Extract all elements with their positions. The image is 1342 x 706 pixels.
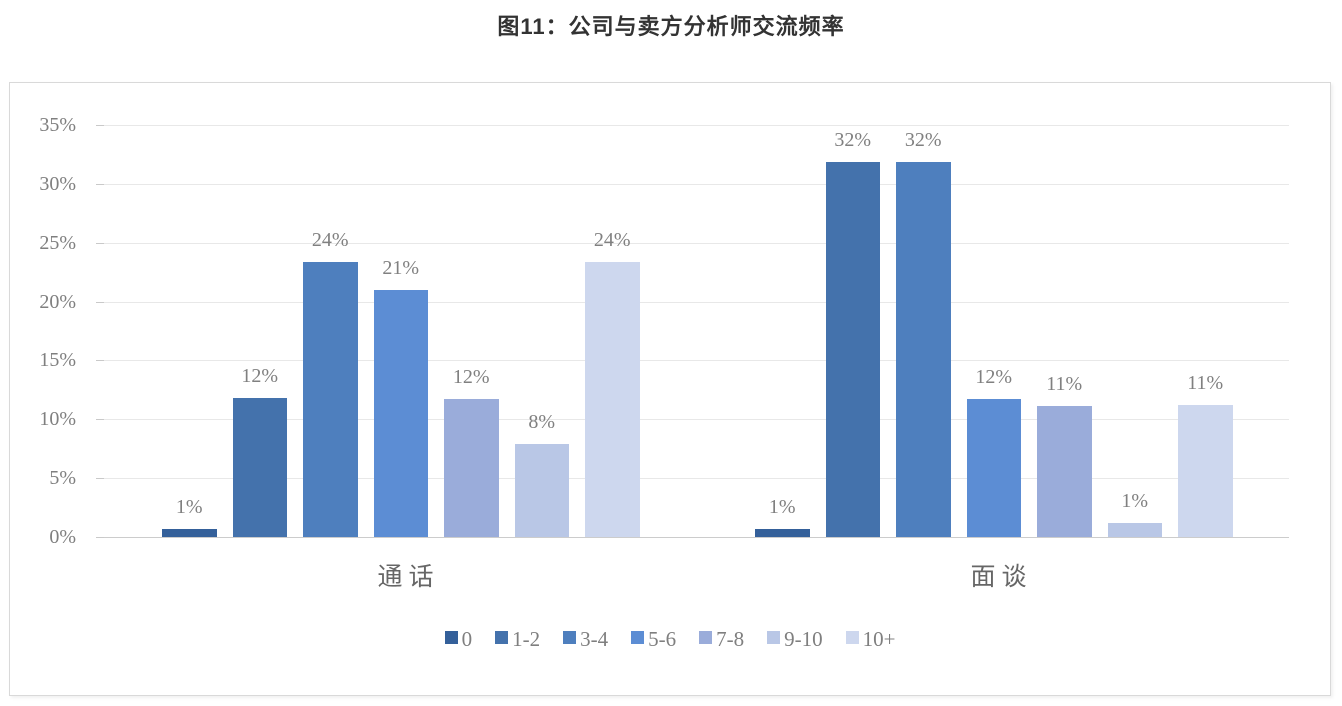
legend-swatch-icon bbox=[495, 630, 509, 644]
chart-title: 图11：公司与卖方分析师交流频率 bbox=[497, 14, 845, 39]
y-axis-label: 25% bbox=[39, 231, 76, 254]
y-axis-label: 20% bbox=[39, 290, 76, 313]
gridline-30% bbox=[104, 183, 1289, 185]
bar-value-label: 21% bbox=[382, 256, 420, 279]
legend-label: 5-6 bbox=[648, 627, 677, 651]
bar-7-8-通话 bbox=[444, 399, 499, 537]
bar-value-label: 11% bbox=[1046, 373, 1083, 396]
bar-value-label: 1% bbox=[768, 495, 796, 518]
bar-value-label: 24% bbox=[311, 228, 349, 251]
gridline-25% bbox=[104, 242, 1289, 244]
bar-value-label: 12% bbox=[452, 366, 490, 389]
gridline-35% bbox=[104, 125, 1289, 127]
y-axis-label: 15% bbox=[39, 349, 76, 372]
legend-item-7-8: 7-8 bbox=[699, 627, 744, 651]
bar-value-label: 11% bbox=[1187, 372, 1224, 395]
legend-label: 9-10 bbox=[784, 627, 823, 651]
legend-swatch-icon bbox=[699, 630, 713, 644]
bar-1-2-面谈 bbox=[825, 161, 880, 537]
bar-3-4-通话 bbox=[303, 261, 358, 537]
bar-1-2-通话 bbox=[232, 398, 287, 537]
legend-label: 0 bbox=[461, 627, 473, 651]
bar-5-6-通话 bbox=[373, 289, 428, 537]
chart-panel: 0% 5% 10% 15% 20% 25% 30% 35% 1% 12% 24% 21% 12% 8% 24… bbox=[9, 82, 1331, 696]
bar-value-label: 12% bbox=[975, 366, 1013, 389]
legend-swatch-icon bbox=[444, 630, 458, 644]
bar-value-label: 12% bbox=[241, 365, 279, 388]
bar-value-label: 1% bbox=[1121, 489, 1149, 512]
bar-value-label: 32% bbox=[904, 128, 942, 151]
y-axis-label: 5% bbox=[49, 467, 76, 490]
gridline-5% bbox=[104, 478, 1289, 480]
legend-item-10+: 10+ bbox=[845, 627, 896, 651]
gridline-10% bbox=[104, 419, 1289, 421]
bar-9-10-面谈 bbox=[1107, 522, 1162, 537]
bar-3-4-面谈 bbox=[896, 161, 951, 537]
legend-item-0: 0 bbox=[444, 627, 473, 651]
legend-label: 1-2 bbox=[512, 627, 541, 651]
bar-value-label: 24% bbox=[593, 228, 631, 251]
bar-0-通话 bbox=[162, 528, 217, 537]
y-axis-tick bbox=[96, 537, 104, 538]
bar-value-label: 8% bbox=[528, 411, 556, 434]
y-axis-tick bbox=[96, 360, 104, 362]
legend-item-1-2: 1-2 bbox=[495, 627, 540, 651]
legend-swatch-icon bbox=[845, 630, 859, 644]
y-axis-label: 10% bbox=[39, 408, 76, 431]
legend: 0 1-2 3-4 5-6 7-8 9-10 10+ bbox=[10, 627, 1330, 651]
bar-5-6-面谈 bbox=[966, 399, 1021, 537]
legend-label: 10+ bbox=[862, 627, 896, 651]
y-axis-tick bbox=[96, 478, 104, 480]
legend-swatch-icon bbox=[767, 630, 781, 644]
bar-7-8-面谈 bbox=[1037, 406, 1092, 537]
bar-0-面谈 bbox=[755, 528, 810, 537]
y-axis-tick bbox=[96, 242, 104, 244]
bar-value-label: 1% bbox=[175, 495, 203, 518]
gridline-15% bbox=[104, 360, 1289, 362]
y-axis-tick bbox=[96, 125, 104, 127]
y-axis-tick bbox=[96, 419, 104, 421]
bar-9-10-通话 bbox=[514, 444, 569, 537]
gridline-0% bbox=[104, 537, 1289, 538]
y-axis-tick bbox=[96, 301, 104, 303]
y-axis-label: 0% bbox=[49, 526, 76, 548]
bar-value-label: 32% bbox=[834, 128, 872, 151]
y-axis-label: 35% bbox=[39, 114, 76, 137]
y-axis-tick bbox=[96, 183, 104, 185]
bar-10+-面谈 bbox=[1178, 405, 1233, 537]
legend-label: 7-8 bbox=[716, 627, 745, 651]
legend-swatch-icon bbox=[631, 630, 645, 644]
legend-item-5-6: 5-6 bbox=[631, 627, 676, 651]
x-axis-label-1: 通话 bbox=[377, 564, 440, 591]
legend-item-9-10: 9-10 bbox=[767, 627, 823, 651]
gridline-20% bbox=[104, 301, 1289, 303]
legend-label: 3-4 bbox=[580, 627, 609, 651]
y-axis-label: 30% bbox=[39, 172, 76, 195]
legend-swatch-icon bbox=[563, 630, 577, 644]
legend-item-3-4: 3-4 bbox=[563, 627, 608, 651]
x-axis-label-2: 面谈 bbox=[970, 564, 1033, 591]
bar-10+-通话 bbox=[585, 261, 640, 537]
